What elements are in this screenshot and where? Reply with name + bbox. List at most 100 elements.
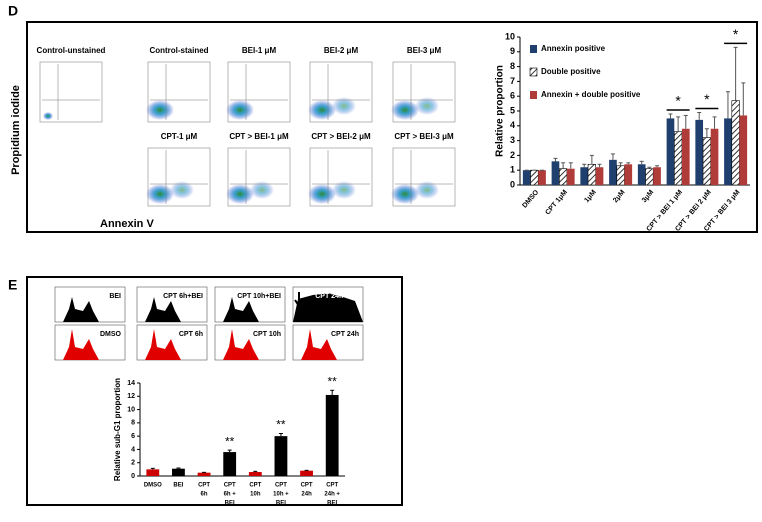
y-axis-title: Relative sub-G1 proportion	[113, 378, 122, 481]
cell-cluster	[391, 100, 419, 120]
bar	[300, 470, 313, 476]
cell-cluster	[332, 181, 356, 199]
y-tick-label: 8	[510, 61, 515, 71]
error-bar	[589, 154, 594, 165]
x-tick-label: CPT	[275, 483, 287, 489]
y-axis-title: Relative proportion	[495, 65, 506, 157]
legend-swatch	[530, 91, 537, 99]
error-bar	[668, 113, 673, 119]
y-tick-label: 3	[510, 135, 515, 145]
error-bar	[676, 116, 681, 132]
significance: **	[276, 418, 286, 432]
error-bar	[597, 163, 602, 168]
y-tick-label: 10	[127, 406, 135, 413]
bar	[609, 159, 617, 185]
error-bar	[227, 449, 232, 453]
y-tick-label: 10	[505, 31, 515, 41]
bar	[681, 128, 690, 185]
error-bar	[618, 162, 623, 166]
plot-title: CPT > BEI-2 μM	[311, 132, 371, 141]
significance: *	[675, 93, 681, 109]
y-tick-label: 0	[131, 473, 135, 480]
significance: **	[225, 434, 235, 448]
y-tick-label: 2	[510, 150, 515, 160]
error-bar	[330, 389, 335, 395]
arrow	[294, 292, 304, 308]
y-tick-label: 5	[510, 105, 515, 115]
bar	[538, 170, 546, 185]
x-axis-title: Annexin V	[100, 218, 154, 230]
bar	[551, 161, 560, 185]
y-tick-label: 9	[510, 46, 515, 56]
error-bar	[639, 160, 644, 165]
histogram-label: DMSO	[100, 331, 122, 338]
bar	[146, 469, 160, 476]
bar	[558, 168, 568, 186]
cell-cluster	[391, 184, 419, 204]
histogram-label: CPT 10h	[253, 331, 281, 338]
legend-swatch	[529, 67, 538, 77]
bar	[580, 167, 589, 185]
histogram-label: CPT 24h	[331, 331, 359, 338]
plot-title: CPT > BEI-3 μM	[394, 132, 454, 141]
histogram	[293, 293, 363, 322]
plot-title: Control-unstained	[37, 46, 106, 55]
histogram-label: CPT 6h+BEI	[163, 293, 203, 300]
bar	[731, 100, 740, 186]
bar	[566, 168, 575, 185]
panel-frame	[26, 21, 758, 233]
bar	[248, 472, 262, 476]
cell-cluster	[415, 97, 439, 115]
x-tick-label: BEI	[225, 501, 235, 507]
error-bar	[741, 82, 746, 116]
error-bar	[278, 432, 283, 437]
y-tick-label: 6	[131, 433, 135, 440]
plot-title: Control-stained	[149, 46, 208, 55]
cell-cluster	[170, 181, 194, 199]
cell-cluster	[226, 184, 254, 204]
bar	[172, 468, 185, 476]
legend-label: Annexin positive	[541, 44, 606, 53]
x-tick-label: CPT	[301, 483, 313, 489]
error-bar	[610, 153, 615, 160]
legend-label: Double positive	[541, 67, 601, 76]
bar	[637, 164, 646, 185]
bar	[197, 472, 211, 476]
error-bar	[553, 157, 558, 162]
histogram	[63, 329, 99, 360]
bar	[587, 163, 597, 186]
flow-plot	[39, 61, 103, 123]
error-bar	[712, 116, 717, 129]
histogram	[145, 297, 181, 322]
cell-cluster	[332, 97, 356, 115]
panel-frame	[26, 276, 403, 506]
y-tick-label: 7	[510, 76, 515, 86]
x-tick-label: CPT	[326, 483, 338, 489]
y-tick-label: 8	[131, 420, 135, 427]
x-tick-label: CPT 1μM	[544, 189, 569, 217]
histogram	[301, 329, 337, 360]
cell-cluster	[146, 184, 174, 204]
y-tick-label: 4	[131, 446, 135, 453]
y-tick-label: 0	[510, 179, 515, 189]
significance: *	[704, 91, 710, 107]
histogram	[145, 329, 181, 360]
x-tick-label: BEI	[276, 501, 286, 507]
error-bar	[725, 91, 730, 119]
bar	[666, 118, 675, 185]
x-tick-label: 1μM	[583, 189, 597, 204]
bar	[695, 119, 704, 185]
histogram-label: CPT 10h+BEI	[237, 293, 281, 300]
cell-cluster	[250, 181, 274, 199]
bar	[274, 436, 288, 476]
significance: *	[733, 26, 739, 42]
error-bar	[697, 111, 702, 120]
significance: **	[328, 374, 338, 388]
x-tick-label: 10h	[250, 492, 261, 498]
bar	[653, 167, 661, 185]
plot-title: BEI-2 μM	[324, 46, 359, 55]
y-tick-label: 14	[127, 380, 135, 387]
bar	[522, 170, 531, 185]
x-tick-label: BEI	[173, 483, 183, 489]
